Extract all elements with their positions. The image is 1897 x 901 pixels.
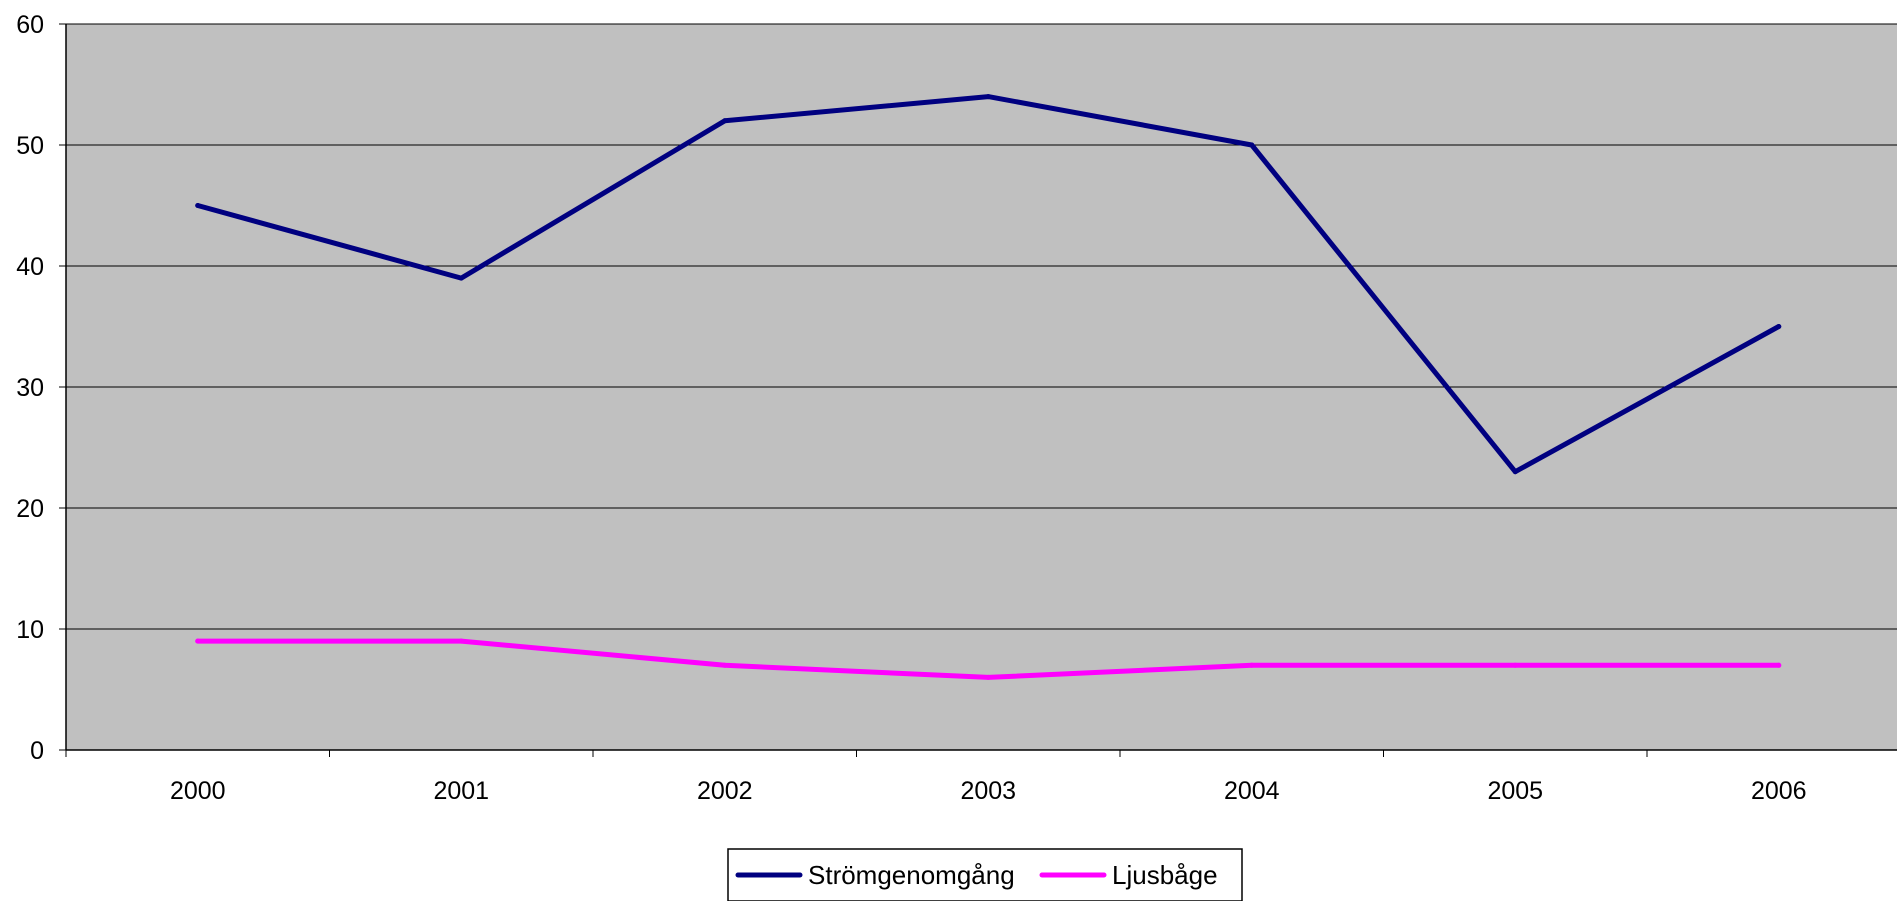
x-tick-label-2002: 2002 bbox=[697, 777, 753, 805]
legend-label-stromgenomgang: Strömgenomgång bbox=[808, 860, 1015, 890]
y-tick-label-5: 50 bbox=[16, 132, 44, 160]
y-axis: 0 10 20 30 40 50 60 bbox=[16, 11, 67, 765]
x-tick-label-2006: 2006 bbox=[1751, 777, 1807, 805]
data-point-0-2003 bbox=[985, 94, 991, 100]
data-point-1-2000 bbox=[195, 638, 201, 644]
y-tick-label-4: 40 bbox=[16, 253, 44, 281]
data-point-0-2006 bbox=[1776, 324, 1782, 329]
legend-box bbox=[727, 848, 1243, 901]
y-tick-label-6: 60 bbox=[16, 11, 44, 39]
series-layer bbox=[195, 94, 1782, 680]
data-point-1-2002 bbox=[722, 662, 728, 668]
data-point-0-2000 bbox=[195, 203, 201, 208]
data-point-1-2003 bbox=[985, 674, 991, 680]
x-tick-label-2004: 2004 bbox=[1224, 777, 1280, 805]
y-tick-label-2: 20 bbox=[16, 495, 44, 523]
data-point-0-2001 bbox=[458, 275, 464, 281]
data-point-0-2004 bbox=[1249, 142, 1255, 148]
x-tick-label-2005: 2005 bbox=[1487, 777, 1543, 805]
legend-label-ljusbage: Ljusbåge bbox=[1112, 860, 1218, 890]
data-point-0-2005 bbox=[1512, 469, 1518, 475]
x-tick-label-2000: 2000 bbox=[170, 777, 226, 805]
x-tick-label-2003: 2003 bbox=[960, 777, 1016, 805]
data-point-1-2005 bbox=[1512, 662, 1518, 668]
gridlines bbox=[66, 23, 1897, 630]
x-axis: 2000 2001 2002 2003 2004 2005 2006 bbox=[65, 749, 1897, 805]
x-tick-label-2001: 2001 bbox=[433, 777, 489, 805]
y-tick-label-3: 30 bbox=[16, 374, 44, 402]
data-point-1-2004 bbox=[1249, 662, 1255, 668]
data-point-0-2002 bbox=[722, 118, 728, 124]
y-tick-label-1: 10 bbox=[16, 616, 44, 644]
y-tick-label-0: 0 bbox=[30, 737, 44, 765]
data-point-1-2001 bbox=[458, 638, 464, 644]
legend: Strömgenomgång Ljusbåge bbox=[727, 848, 1243, 901]
data-point-1-2006 bbox=[1776, 662, 1782, 668]
